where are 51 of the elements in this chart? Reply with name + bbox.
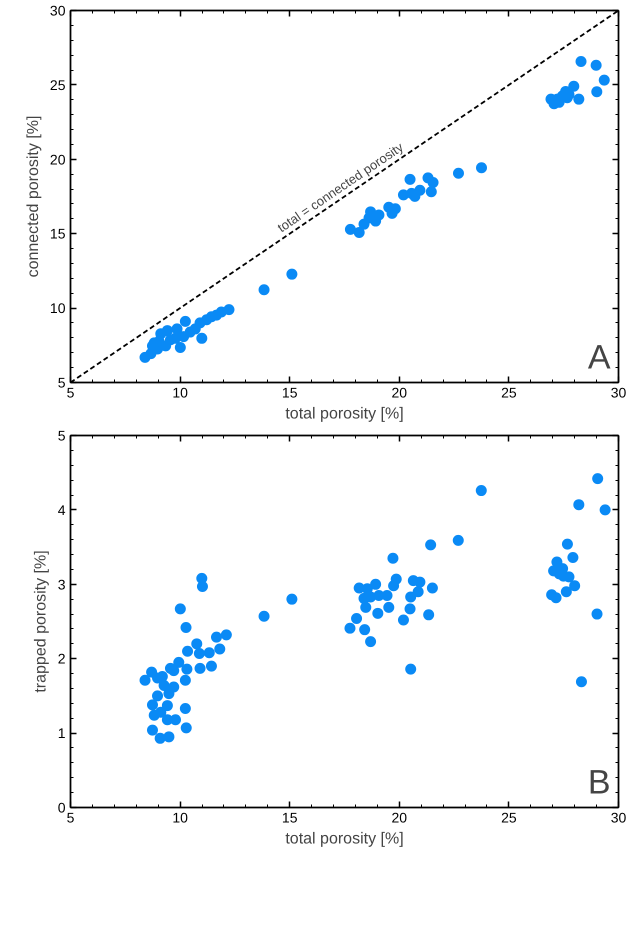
point bbox=[172, 323, 183, 334]
point bbox=[591, 86, 602, 98]
point bbox=[568, 80, 580, 92]
x-axis-title: total porosity [%] bbox=[285, 406, 404, 422]
y-tick-label: 10 bbox=[50, 300, 66, 316]
y-tick-label: 30 bbox=[50, 2, 66, 18]
x-tick-label: 30 bbox=[610, 810, 626, 826]
point bbox=[354, 227, 365, 238]
point bbox=[573, 94, 584, 105]
point bbox=[476, 162, 487, 174]
x-tick-label: 10 bbox=[172, 384, 188, 400]
point bbox=[196, 332, 208, 344]
point bbox=[590, 60, 602, 71]
y-tick-label: 5 bbox=[58, 428, 66, 444]
y-axis-title: connected porosity [%] bbox=[24, 116, 42, 278]
point bbox=[180, 316, 191, 327]
point bbox=[223, 304, 234, 316]
point bbox=[414, 184, 426, 196]
x-tick-label: 25 bbox=[501, 810, 517, 826]
annotation: B bbox=[588, 764, 611, 802]
x-axis-title: total porosity [%] bbox=[285, 830, 404, 848]
point bbox=[426, 186, 437, 198]
point bbox=[174, 342, 186, 354]
y-tick-label: 25 bbox=[50, 76, 66, 93]
point bbox=[452, 168, 464, 179]
point bbox=[344, 224, 356, 235]
point bbox=[576, 56, 587, 68]
point bbox=[373, 209, 384, 220]
point bbox=[598, 74, 610, 86]
x-tick-label: 20 bbox=[392, 810, 408, 826]
point bbox=[155, 328, 166, 340]
x-tick-label: 10 bbox=[172, 810, 188, 826]
y-tick-label: 2 bbox=[58, 650, 66, 667]
x-tick-label: 20 bbox=[392, 384, 408, 400]
x-tick-label: 15 bbox=[282, 384, 298, 400]
point bbox=[258, 284, 270, 296]
y-tick-label: 5 bbox=[58, 374, 66, 390]
x-tick-label: 25 bbox=[501, 384, 517, 400]
annotation: A bbox=[588, 338, 611, 376]
x-tick-label: 30 bbox=[610, 384, 626, 400]
y-tick-label: 4 bbox=[58, 502, 66, 518]
y-tick-label: 20 bbox=[50, 151, 66, 168]
y-tick-label: 1 bbox=[58, 725, 66, 742]
point bbox=[428, 177, 439, 188]
y-tick-label: 0 bbox=[58, 800, 66, 816]
y-axis-title: trapped porosity [%] bbox=[32, 550, 50, 693]
y-tick-label: 15 bbox=[50, 226, 66, 242]
point bbox=[404, 174, 416, 185]
y-tick-label: 3 bbox=[58, 576, 66, 592]
point bbox=[286, 268, 298, 280]
x-tick-label: 15 bbox=[282, 810, 298, 826]
